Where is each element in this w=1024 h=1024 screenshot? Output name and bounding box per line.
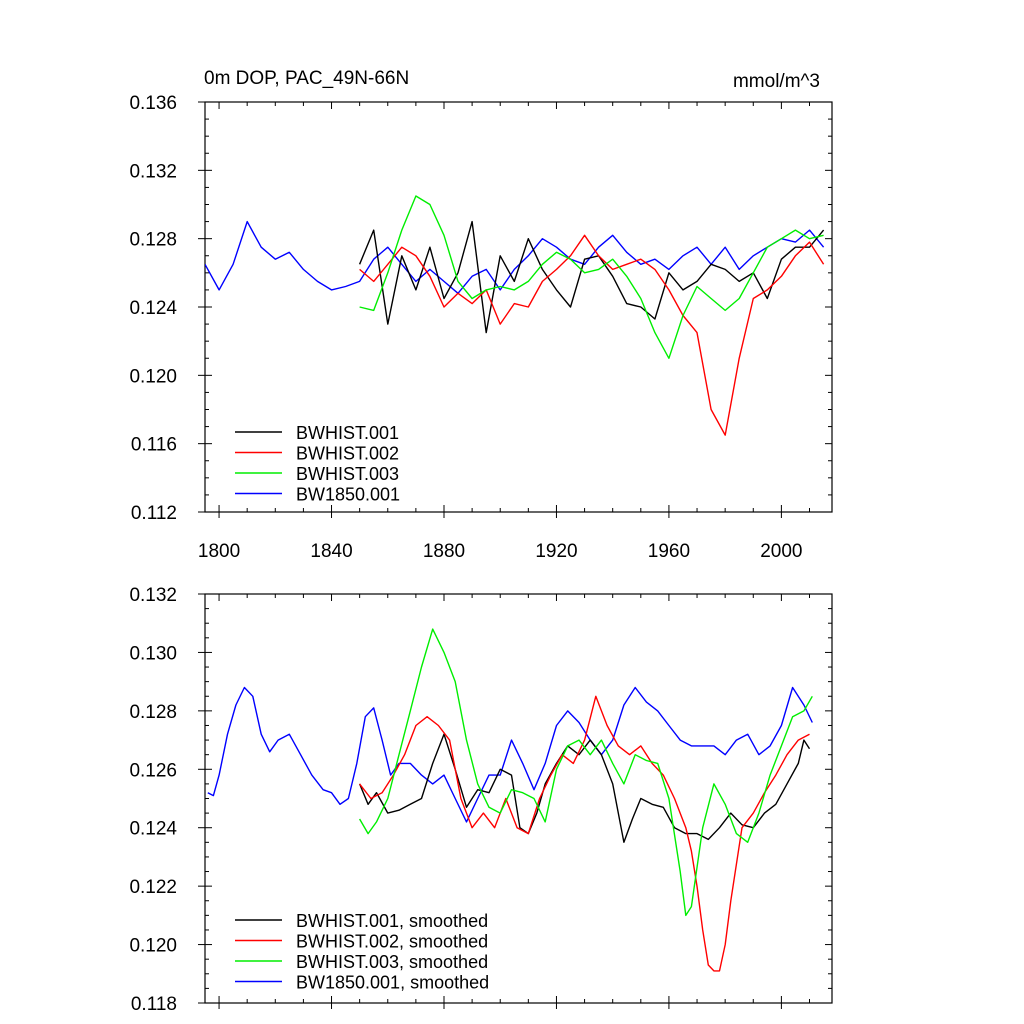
legend-label: BWHIST.001, smoothed [296, 911, 488, 931]
bottom-panel: 0.118 0.120 0.122 0.124 0.126 0.128 0.130 0.132… [129, 585, 833, 1015]
y-tick-label: 0.132 [129, 161, 177, 182]
y-tick-label: 0.112 [131, 503, 177, 524]
y-tick-label: 0.116 [131, 435, 177, 456]
y-tick-label: 0.122 [129, 877, 177, 898]
series-line-bwhist-001 [358, 220, 825, 334]
legend-label: BW1850.001, smoothed [296, 973, 489, 993]
x-tick-label: 1800 [198, 541, 240, 562]
series-line-bwhist-001-smoothed [358, 733, 811, 843]
y-tick-label: 0.124 [129, 298, 177, 319]
legend-label: BWHIST.001 [296, 423, 399, 443]
series-line-bwhist-002 [359, 234, 825, 436]
x-tick-label: 2000 [760, 541, 802, 562]
legend-label: BWHIST.002, smoothed [296, 932, 488, 952]
series-line-bw1850-001 [205, 220, 825, 294]
series-line-bwhist-003 [359, 195, 824, 359]
x-tick-label: 1960 [648, 541, 690, 562]
series-line-bwhist-003-smoothed [358, 628, 813, 917]
series-line-bw1850-001-smoothed [207, 686, 813, 823]
y-tick-label: 0.118 [131, 994, 177, 1015]
y-tick-label: 0.128 [129, 230, 177, 251]
y-tick-label: 0.120 [129, 936, 177, 957]
y-tick-label: 0.120 [129, 366, 177, 387]
y-tick-label: 0.124 [129, 819, 177, 840]
legend-label: BWHIST.003 [296, 464, 399, 484]
chart-title: 0m DOP, PAC_49N-66N [204, 68, 409, 89]
legend-label: BWHIST.003, smoothed [296, 952, 488, 972]
legend-label: BWHIST.002 [296, 444, 399, 464]
legend-label: BW1850.001 [296, 485, 400, 505]
units-label: mmol/m^3 [733, 71, 820, 92]
y-tick-label: 0.128 [129, 702, 177, 723]
y-tick-label: 0.126 [129, 760, 177, 781]
series-line-bwhist-002-smoothed [359, 695, 810, 972]
y-tick-label: 0.136 [129, 93, 177, 114]
y-tick-label: 0.130 [129, 643, 177, 664]
y-tick-label: 0.132 [129, 585, 177, 606]
x-tick-label: 1920 [535, 541, 577, 562]
x-tick-label: 1880 [423, 541, 465, 562]
x-tick-label: 1840 [310, 541, 352, 562]
top-panel: 1800 1840 1880 1920 1960 2000 0.112 0.116 0.120 0… [129, 68, 833, 562]
